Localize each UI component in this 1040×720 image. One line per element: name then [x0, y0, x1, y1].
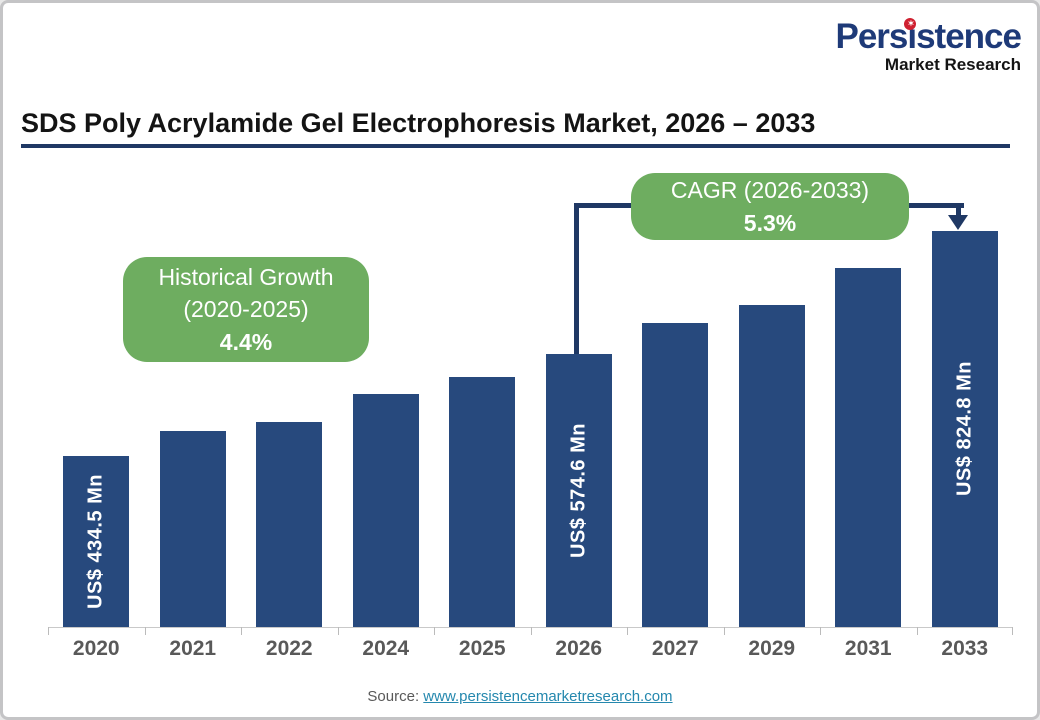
bar-2027	[642, 323, 709, 627]
bar-2021	[159, 431, 226, 627]
historical-growth-value: 4.4%	[219, 328, 273, 355]
x-axis-label-2029: 2029	[748, 637, 796, 660]
source-line: Source: www.persistencemarketresearch.co…	[3, 688, 1037, 705]
x-axis-tick	[1012, 627, 1013, 635]
historical-growth-callout: Historical Growth (2020-2025) 4.4%	[123, 257, 369, 362]
x-axis-label-2026: 2026	[555, 637, 603, 660]
x-axis-label-2021: 2021	[169, 637, 217, 660]
plot-area: US$ 434.5 Mn 2020 2021 2022 2024 2025 US$ 574.…	[48, 203, 1013, 660]
source-link[interactable]: www.persistencemarketresearch.com	[423, 688, 673, 705]
cagr-callout: CAGR (2026-2033) 5.3%	[631, 173, 909, 240]
x-axis-tick	[530, 627, 532, 635]
x-axis-tick	[337, 627, 339, 635]
x-axis-tick	[144, 627, 146, 635]
connector-arrowhead-icon	[948, 215, 968, 230]
x-axis-tick	[627, 627, 628, 635]
x-axis-label-2025: 2025	[458, 637, 506, 660]
x-axis-tick	[241, 627, 242, 635]
historical-growth-period: (2020-2025)	[183, 296, 309, 323]
bar-2031	[835, 268, 902, 627]
cagr-label: CAGR (2026-2033)	[670, 177, 870, 204]
title-underline	[21, 144, 1010, 148]
x-axis-tick	[48, 627, 49, 635]
connector-right-line	[956, 203, 961, 217]
x-axis-label-2020: 2020	[72, 637, 120, 660]
bar-2025	[449, 377, 516, 627]
chart-title: SDS Poly Acrylamide Gel Electrophoresis …	[21, 108, 816, 138]
x-axis-tick	[820, 627, 821, 635]
x-axis-label-2024: 2024	[362, 637, 410, 660]
bar-2022	[256, 422, 323, 627]
x-axis-tick	[434, 627, 435, 635]
connector-left-line	[574, 203, 579, 354]
x-axis-label-2022: 2022	[265, 637, 313, 660]
x-axis-label-2027: 2027	[651, 637, 699, 660]
bar-2020: US$ 434.5 Mn	[63, 456, 130, 627]
source-label: Source:	[367, 688, 420, 705]
bar-value-label-2020: US$ 434.5 Mn	[84, 474, 107, 609]
cagr-value: 5.3%	[743, 209, 797, 236]
brand-star-icon: ✶	[904, 18, 917, 30]
bar-2029	[738, 305, 805, 627]
bar-2024	[352, 394, 419, 627]
bar-value-label-2026: US$ 574.6 Mn	[567, 423, 590, 558]
x-axis-label-2033: 2033	[941, 637, 989, 660]
bar-value-label-2033: US$ 824.8 Mn	[953, 361, 976, 497]
x-axis-tick	[723, 627, 725, 635]
x-axis-tick	[916, 627, 918, 635]
brand-logo: Persistence ✶ Market Research	[835, 17, 1022, 75]
brand-name: Persistence ✶	[835, 17, 1022, 56]
bar-2033: US$ 824.8 Mn	[931, 231, 998, 627]
brand-name-text: Persistence	[835, 17, 1022, 56]
x-axis-label-2031: 2031	[844, 637, 892, 660]
historical-growth-label: Historical Growth	[158, 264, 334, 291]
brand-tagline: Market Research	[884, 55, 1021, 74]
bar-2026: US$ 574.6 Mn	[545, 354, 612, 627]
